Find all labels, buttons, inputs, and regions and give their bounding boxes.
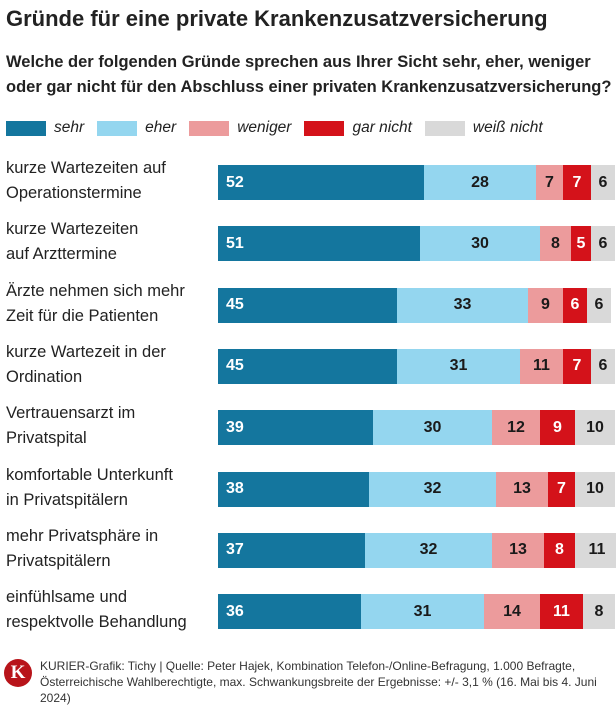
chart-title: Gründe für eine private Krankenzusatzver… bbox=[6, 6, 548, 31]
legend-item-eher: eher bbox=[97, 119, 176, 137]
bar-segment-eher: 30 bbox=[420, 226, 540, 262]
legend-swatch bbox=[424, 120, 465, 136]
bar-segment-sehr: 51 bbox=[218, 226, 420, 262]
bar-segment-gar-nicht: 8 bbox=[544, 532, 575, 568]
bar-segment-eher: 28 bbox=[424, 165, 536, 200]
category-label-line: kurze Wartezeiten auf bbox=[6, 159, 166, 177]
category-label-line: komfortable Unterkunft bbox=[6, 465, 173, 484]
kurier-logo: K bbox=[4, 659, 32, 687]
bar-segment-sehr: 52 bbox=[218, 165, 424, 200]
legend-item-weniger: weniger bbox=[189, 119, 291, 137]
bar-segment-sehr: 38 bbox=[218, 471, 369, 507]
category-label-line: kurze Wartezeit in der bbox=[6, 342, 166, 361]
bar-segment-sehr: 36 bbox=[218, 594, 361, 630]
bar-segment-gar-nicht: 5 bbox=[571, 226, 591, 262]
bar-segment-weniger: 12 bbox=[492, 410, 540, 446]
bar-segment-eher: 31 bbox=[397, 348, 520, 384]
category-label-line: Vertrauensarzt im bbox=[6, 404, 136, 423]
category-label: mehr Privatsphäre in Privatspitälern bbox=[6, 524, 216, 574]
bar-segment-eher: 30 bbox=[373, 410, 492, 446]
bar-segment-weniger: 11 bbox=[520, 348, 563, 384]
bar-segment-gar-nicht: 11 bbox=[540, 594, 583, 630]
bar-segment-gar-nicht: 9 bbox=[540, 410, 575, 446]
source-note: KURIER-Grafik: Tichy | Quelle: Peter Haj… bbox=[40, 658, 614, 706]
legend-swatch bbox=[304, 120, 345, 136]
bar-segment-weniger: 13 bbox=[492, 532, 544, 568]
bar-segment-weiss-nicht: 8 bbox=[583, 594, 615, 630]
category-label: Ärzte nehmen sich mehr Zeit für die Patie… bbox=[6, 279, 216, 329]
legend-label: gar nicht bbox=[352, 119, 412, 136]
bar-segment-weiss-nicht: 10 bbox=[575, 410, 615, 446]
source-line-1: KURIER-Grafik: Tichy | Quelle: Peter Haj… bbox=[40, 659, 576, 673]
bar-segment-sehr: 39 bbox=[218, 410, 373, 446]
category-label: komfortable Unterkunft in Privatspitälern bbox=[6, 463, 216, 513]
category-label-line: Privatspitälern bbox=[6, 551, 111, 570]
bar-segment-gar-nicht: 7 bbox=[563, 348, 591, 384]
bar-segment-weniger: 7 bbox=[536, 165, 563, 200]
bar-segment-weiss-nicht: 6 bbox=[591, 165, 615, 200]
legend-label: weiß nicht bbox=[472, 119, 543, 136]
category-label-line: respektvolle Behandlung bbox=[6, 613, 187, 632]
legend-label: sehr bbox=[54, 119, 85, 136]
bar-segment-weniger: 9 bbox=[528, 287, 563, 323]
category-label-line: in Privatspitälern bbox=[6, 490, 128, 509]
source-line-2: Österreichische Wahlberechtigte, max. Sc… bbox=[40, 675, 597, 705]
category-label: kurze Wartezeiten auf Operationstermine bbox=[6, 156, 216, 206]
bar-segment-weiss-nicht: 6 bbox=[591, 348, 615, 384]
bar-segment-sehr: 45 bbox=[218, 287, 397, 323]
legend-item-gar-nicht: gar nicht bbox=[304, 119, 412, 137]
bar-segment-eher: 32 bbox=[369, 471, 496, 507]
category-label-line: Privatspital bbox=[6, 429, 87, 448]
bar-segment-weniger: 14 bbox=[484, 594, 540, 630]
category-label: einfühlsame und respektvolle Behandlung bbox=[6, 585, 216, 635]
category-label-line: kurze Wartezeiten bbox=[6, 220, 139, 239]
legend-item-weiss-nicht: weiß nicht bbox=[424, 119, 543, 137]
legend-swatch bbox=[189, 120, 230, 136]
bar-segment-gar-nicht: 7 bbox=[548, 471, 575, 507]
category-label-line: Ordination bbox=[6, 367, 83, 386]
category-label: kurze Wartezeit in der Ordination bbox=[6, 340, 216, 390]
stacked-bar-chart: kurze Wartezeiten auf Operationstermine 52… bbox=[0, 150, 616, 650]
legend-item-sehr: sehr bbox=[6, 119, 84, 137]
legend-label: eher bbox=[145, 119, 177, 136]
footer: K KURIER-Grafik: Tichy | Quelle: Peter H… bbox=[0, 656, 616, 705]
bar-segment-weiss-nicht: 11 bbox=[575, 532, 616, 568]
bar-segment-eher: 32 bbox=[365, 532, 492, 568]
bar-segment-gar-nicht: 7 bbox=[563, 165, 591, 200]
legend-label: weniger bbox=[237, 119, 292, 136]
bar-segment-eher: 33 bbox=[397, 287, 528, 323]
bar-segment-eher: 31 bbox=[361, 594, 484, 630]
category-label: kurze Wartezeiten auf Arzttermine bbox=[6, 217, 216, 267]
legend: sehr eher weniger gar nicht weiß nicht bbox=[6, 117, 556, 139]
category-label-line: Zeit für die Patienten bbox=[6, 306, 159, 325]
category-label-line: Operationstermine bbox=[6, 184, 142, 202]
bar-segment-weiss-nicht: 10 bbox=[575, 471, 615, 507]
legend-swatch bbox=[97, 120, 138, 136]
chart-subtitle: Welche der folgenden Gründe sprechen aus… bbox=[6, 53, 612, 96]
category-label-line: auf Arzttermine bbox=[6, 245, 117, 264]
bar-segment-weiss-nicht: 6 bbox=[591, 226, 615, 262]
bar-segment-weniger: 13 bbox=[496, 471, 548, 507]
category-label: Vertrauensarzt im Privatspital bbox=[6, 401, 216, 451]
bar-segment-sehr: 37 bbox=[218, 532, 365, 568]
bar-segment-gar-nicht: 6 bbox=[563, 287, 587, 323]
category-label-line: mehr Privatsphäre in bbox=[6, 526, 159, 545]
bar-segment-weiss-nicht: 6 bbox=[587, 287, 611, 323]
legend-swatch bbox=[6, 120, 46, 136]
bar-segment-sehr: 45 bbox=[218, 348, 397, 384]
category-label-line: Ärzte nehmen sich mehr bbox=[6, 281, 185, 300]
bar-segment-weniger: 8 bbox=[540, 226, 571, 262]
category-label-line: einfühlsame und bbox=[6, 588, 128, 607]
